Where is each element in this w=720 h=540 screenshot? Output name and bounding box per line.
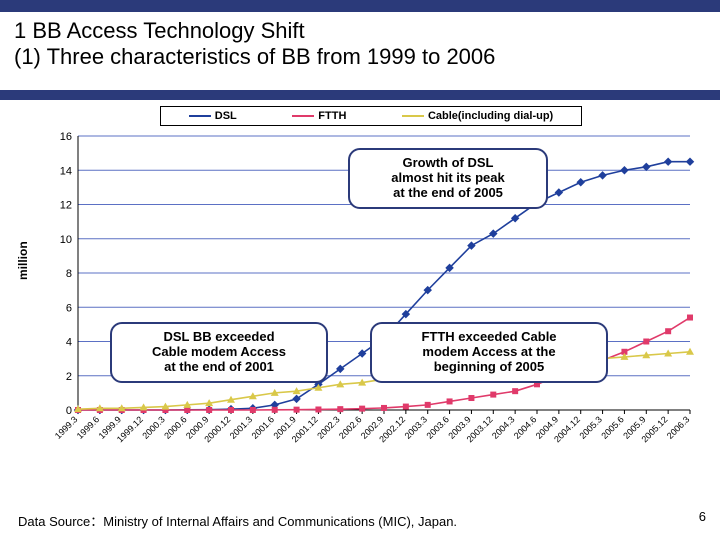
svg-text:2002.3: 2002.3: [315, 414, 342, 441]
svg-text:6: 6: [66, 302, 72, 314]
svg-text:16: 16: [60, 131, 72, 143]
svg-text:2002.6: 2002.6: [337, 414, 364, 441]
legend-label: Cable(including dial-up): [428, 110, 553, 122]
legend-label: FTTH: [318, 110, 346, 122]
callout-c3: FTTH exceeded Cablemodem Access at thebe…: [370, 322, 608, 383]
svg-text:2003.3: 2003.3: [403, 414, 430, 441]
svg-text:2005.3: 2005.3: [577, 414, 604, 441]
slide-title: 1 BB Access Technology Shift (1) Three c…: [10, 12, 710, 79]
legend-item: FTTH: [292, 110, 346, 122]
legend-item: DSL: [189, 110, 237, 122]
svg-text:14: 14: [60, 165, 72, 177]
svg-text:2001.3: 2001.3: [228, 414, 255, 441]
title-top-band: [0, 0, 720, 12]
svg-text:10: 10: [60, 234, 72, 246]
callout-c2: DSL BB exceededCable modem Accessat the …: [110, 322, 328, 383]
svg-text:2003.6: 2003.6: [424, 414, 451, 441]
svg-text:8: 8: [66, 268, 72, 280]
y-axis-label: million: [16, 241, 30, 280]
svg-text:2001.6: 2001.6: [250, 414, 277, 441]
legend-swatch: [402, 115, 424, 117]
svg-text:2: 2: [66, 371, 72, 383]
svg-text:1999.3: 1999.3: [53, 414, 80, 441]
svg-text:2004.6: 2004.6: [512, 414, 539, 441]
svg-text:2000.3: 2000.3: [140, 414, 167, 441]
legend-label: DSL: [215, 110, 237, 122]
title-line-2: (1) Three characteristics of BB from 199…: [14, 44, 495, 69]
page-number: 6: [699, 509, 706, 524]
svg-text:2006.3: 2006.3: [665, 414, 692, 441]
slide: 1 BB Access Technology Shift (1) Three c…: [0, 0, 720, 540]
title-underline: [0, 90, 720, 100]
svg-text:4: 4: [66, 337, 72, 349]
svg-text:2005.6: 2005.6: [599, 414, 626, 441]
legend-swatch: [292, 115, 314, 117]
svg-text:12: 12: [60, 200, 72, 212]
svg-text:1999.6: 1999.6: [75, 414, 102, 441]
title-line-1: 1 BB Access Technology Shift: [14, 18, 305, 43]
svg-text:2004.3: 2004.3: [490, 414, 517, 441]
legend-swatch: [189, 115, 211, 117]
legend-item: Cable(including dial-up): [402, 110, 553, 122]
data-source-footer: Data Source：Ministry of Internal Affairs…: [18, 511, 457, 530]
chart-legend: DSL FTTH Cable(including dial-up): [160, 106, 582, 126]
svg-text:2000.6: 2000.6: [162, 414, 189, 441]
callout-c1: Growth of DSLalmost hit its peakat the e…: [348, 148, 548, 209]
